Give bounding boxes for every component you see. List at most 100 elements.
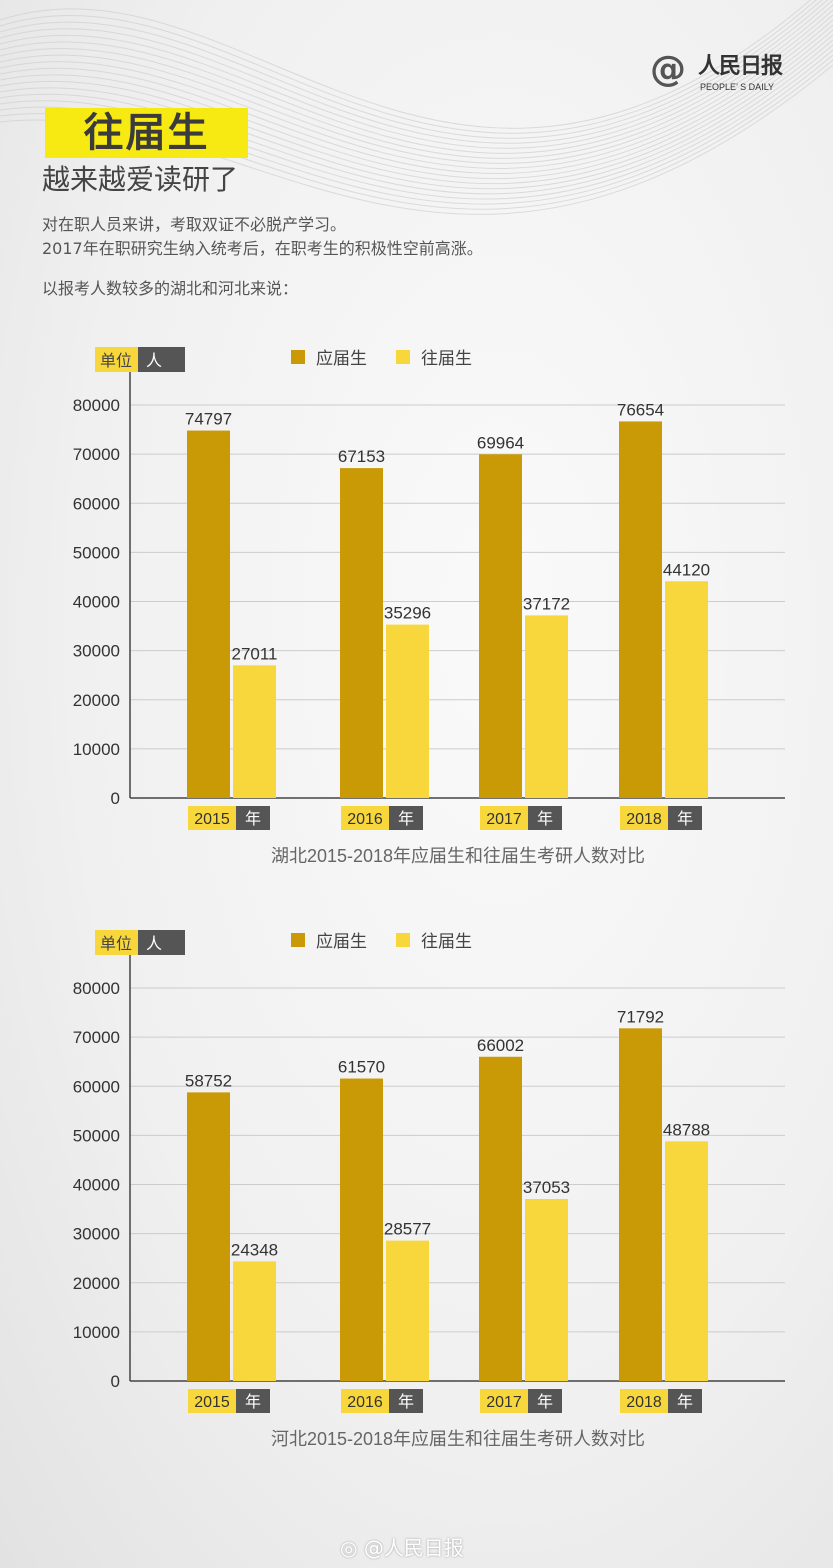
- legend-label: 往届生: [421, 932, 472, 951]
- bar-previous: [233, 1261, 276, 1381]
- data-label: 27011: [231, 644, 277, 663]
- x-tick-label: 2016: [347, 1394, 383, 1411]
- bar-previous: [233, 665, 276, 798]
- year-suffix-box: [389, 806, 423, 830]
- wave-line: [0, 24, 833, 174]
- data-label: 69964: [477, 433, 524, 452]
- y-tick-label: 20000: [73, 1274, 120, 1293]
- bar-previous: [525, 615, 568, 798]
- data-label: 71792: [617, 1007, 664, 1026]
- bar-fresh: [340, 468, 383, 798]
- data-label: 61570: [338, 1058, 385, 1077]
- unit-box: [138, 347, 185, 372]
- year-label-box: [480, 1389, 528, 1413]
- peoples-daily-logo: @ 人民日报 PEOPLE’ S DAILY: [650, 48, 810, 98]
- data-label: 37172: [523, 594, 570, 613]
- intro-line-3: 以报考人数较多的湖北和河北来说：: [42, 279, 299, 298]
- y-tick-label: 50000: [73, 1126, 120, 1145]
- wave-line: [0, 49, 833, 200]
- weibo-watermark: ◎ @人民日报: [340, 1532, 464, 1561]
- x-tick-label: 2015: [194, 811, 230, 828]
- watermark-text: @人民日报: [363, 1536, 464, 1560]
- wave-line: [0, 19, 833, 169]
- year-suffix: 年: [677, 1393, 693, 1411]
- hebei-bar-chart: 单位人 应届生 往届生 0 10000 20000 30000 40000 50000 60000…: [73, 930, 785, 1449]
- intro-line-1: 对在职人员来讲，考取双证不必脱产学习。: [42, 215, 347, 234]
- x-tick-label: 2018: [626, 811, 662, 828]
- bar-fresh: [619, 421, 662, 798]
- hubei-bar-chart: 单位人 应届生 往届生 0 10000 20000 30000 40000 50000 60000…: [73, 347, 785, 866]
- y-tick-label: 50000: [73, 543, 120, 562]
- year-label-box: [341, 806, 389, 830]
- wave-line: [0, 0, 833, 149]
- legend-swatch: [396, 933, 410, 947]
- unit-label: 单位: [100, 935, 132, 953]
- unit-label-box: [95, 347, 138, 372]
- wave-line: [0, 0, 823, 139]
- wave-line: [0, 0, 828, 144]
- y-tick-label: 60000: [73, 1077, 120, 1096]
- data-label: 37053: [523, 1178, 570, 1197]
- y-tick-label: 70000: [73, 445, 120, 464]
- at-icon: @: [650, 49, 686, 90]
- background-waves: [0, 0, 833, 215]
- legend-label: 往届生: [421, 349, 472, 368]
- year-suffix: 年: [245, 1393, 261, 1411]
- y-tick-label: 10000: [73, 740, 120, 759]
- x-tick-label: 2016: [347, 811, 383, 828]
- legend-swatch: [291, 933, 305, 947]
- bar-fresh: [340, 1078, 383, 1381]
- year-suffix-box: [236, 806, 270, 830]
- year-label-box: [188, 806, 236, 830]
- wave-line: [0, 4, 833, 154]
- unit-value: 人: [146, 352, 162, 370]
- y-tick-label: 40000: [73, 593, 120, 612]
- year-suffix: 年: [677, 810, 693, 828]
- year-suffix-box: [236, 1389, 270, 1413]
- unit-box: [138, 930, 185, 955]
- y-tick-label: 60000: [73, 494, 120, 513]
- wave-line: [0, 0, 811, 129]
- y-tick-label: 30000: [73, 642, 120, 661]
- bar-previous: [386, 624, 429, 798]
- logo-text-cn: 人民日报: [698, 54, 783, 79]
- x-tick-label: 2015: [194, 1394, 230, 1411]
- year-suffix-box: [668, 1389, 702, 1413]
- bar-fresh: [619, 1028, 662, 1381]
- bar-previous: [665, 1141, 708, 1381]
- wave-line: [0, 39, 833, 190]
- legend-swatch: [291, 350, 305, 364]
- bar-fresh: [479, 1056, 522, 1381]
- intro-line-2: 2017年在职研究生纳入统考后，在职考生的积极性空前高涨。: [42, 239, 483, 258]
- year-suffix-box: [528, 1389, 562, 1413]
- bar-previous: [665, 581, 708, 798]
- unit-label: 单位: [100, 352, 132, 370]
- y-tick-label: 80000: [73, 396, 120, 415]
- y-tick-label: 10000: [73, 1323, 120, 1342]
- year-suffix: 年: [537, 810, 553, 828]
- legend-label: 应届生: [316, 932, 367, 951]
- page-title: 往届生: [45, 108, 248, 158]
- bar-fresh: [187, 1092, 230, 1381]
- y-tick-label: 80000: [73, 979, 120, 998]
- year-suffix-box: [389, 1389, 423, 1413]
- data-label: 35296: [384, 604, 431, 623]
- year-suffix: 年: [398, 810, 414, 828]
- wave-line: [0, 0, 817, 134]
- logo-text-en: PEOPLE’ S DAILY: [700, 82, 775, 92]
- data-label: 44120: [663, 560, 710, 579]
- data-label: 66002: [477, 1036, 524, 1055]
- y-tick-label: 0: [111, 789, 120, 808]
- year-suffix-box: [668, 806, 702, 830]
- year-suffix: 年: [245, 810, 261, 828]
- year-suffix-box: [528, 806, 562, 830]
- data-label: 28577: [384, 1220, 431, 1239]
- x-tick-label: 2017: [486, 1394, 522, 1411]
- legend-label: 应届生: [316, 349, 367, 368]
- legend-swatch: [396, 350, 410, 364]
- wave-line: [0, 29, 833, 179]
- data-label: 76654: [617, 400, 664, 419]
- wave-line: [0, 14, 833, 164]
- x-tick-label: 2017: [486, 811, 522, 828]
- wave-line: [0, 34, 833, 185]
